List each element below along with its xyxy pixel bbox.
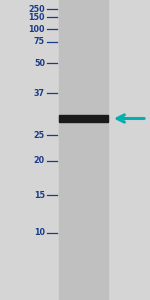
- Text: 37: 37: [34, 88, 45, 98]
- Bar: [58, 0, 108, 300]
- Text: 15: 15: [34, 190, 45, 200]
- Text: 100: 100: [28, 25, 45, 34]
- Text: 75: 75: [34, 38, 45, 46]
- Text: 150: 150: [28, 13, 45, 22]
- Bar: [58, 115, 108, 122]
- Text: 250: 250: [28, 4, 45, 14]
- Text: 25: 25: [34, 130, 45, 140]
- Text: 20: 20: [34, 156, 45, 165]
- Text: 10: 10: [34, 228, 45, 237]
- Text: 50: 50: [34, 58, 45, 68]
